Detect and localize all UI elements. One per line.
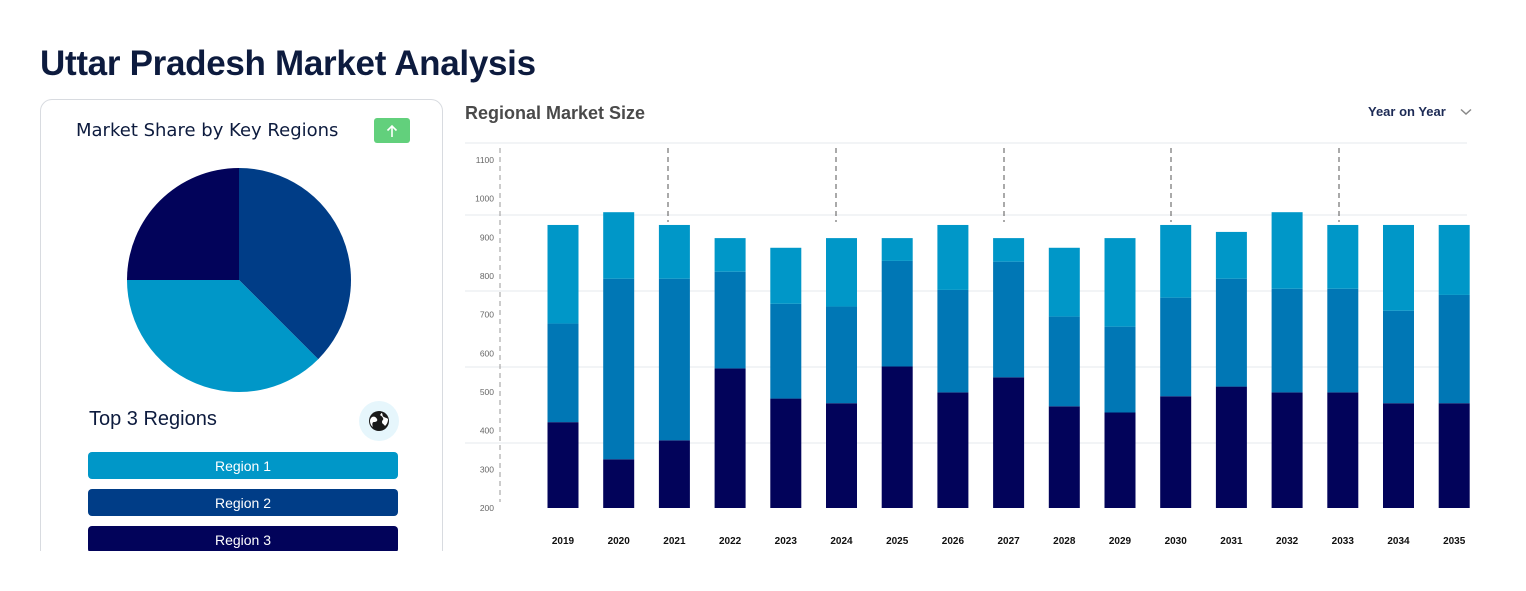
bar-region-1-2024	[826, 238, 857, 307]
bar-region-1-2030	[1160, 224, 1192, 298]
y-tick-label: 500	[480, 387, 494, 397]
chart-title: Regional Market Size	[465, 103, 646, 123]
x-tick-label: 2033	[1332, 536, 1355, 547]
bar-region-2-2030	[1160, 297, 1192, 397]
x-tick-label: 2035	[1443, 536, 1466, 547]
x-tick-label: 2026	[942, 536, 965, 547]
globe-icon	[369, 411, 389, 431]
bar-region-1-2022	[714, 238, 746, 272]
bar-region-3-2027	[993, 377, 1025, 508]
page: Uttar Pradesh Market Analysis Market Sha…	[40, 44, 1472, 551]
bar-region-3-2032	[1271, 392, 1303, 508]
bar-region-3-2035	[1438, 403, 1470, 508]
x-tick-label: 2020	[608, 536, 631, 547]
region-1-button[interactable]: Region 1	[88, 452, 398, 479]
y-tick-label: 400	[480, 426, 494, 436]
bar-region-2-2020	[603, 278, 635, 460]
bar-region-3-2033	[1327, 392, 1359, 508]
bar-region-2-2021	[658, 278, 690, 441]
bar-region-2-2028	[1048, 316, 1080, 407]
y-tick-label: 900	[480, 232, 494, 242]
y-tick-label: 800	[480, 271, 494, 281]
market-share-card: Market Share by Key Regions Top 3 Region…	[40, 99, 443, 551]
region-2-button[interactable]: Region 2	[88, 489, 398, 516]
x-tick-label: 2023	[775, 536, 798, 547]
bar-region-1-2025	[881, 238, 913, 261]
y-tick-label: 1100	[476, 155, 495, 165]
bar-region-3-2028	[1048, 406, 1080, 508]
bar-region-2-2022	[714, 271, 746, 369]
pie-slice-region-3	[127, 168, 239, 280]
pie-slice-region-1	[127, 280, 319, 392]
bar-region-2-2023	[770, 303, 802, 399]
bar-region-2-2027	[993, 261, 1025, 378]
bar-region-1-2021	[658, 224, 690, 279]
bar-region-1-2027	[993, 238, 1025, 262]
bar-region-1-2023	[770, 247, 802, 304]
y-tick-label: 300	[480, 464, 494, 474]
region-3-button[interactable]: Region 3	[88, 526, 398, 551]
bar-region-2-2034	[1383, 310, 1414, 404]
bar-region-2-2032	[1271, 288, 1303, 393]
bar-region-3-2025	[881, 366, 913, 508]
x-tick-label: 2025	[886, 536, 909, 547]
bar-region-1-2019	[547, 224, 579, 324]
x-tick-label: 2031	[1220, 536, 1243, 547]
bar-region-3-2029	[1104, 412, 1136, 508]
y-tick-label: 700	[480, 310, 494, 320]
period-value: Year on Year	[1368, 104, 1446, 119]
bar-region-3-2023	[770, 398, 802, 508]
bar-region-3-2020	[603, 459, 635, 508]
bar-region-3-2031	[1215, 386, 1247, 508]
bar-chart: 1100 1000 900 800 700 600 500 400 300 200 2019 2020…	[465, 142, 1470, 547]
x-tick-label: 2032	[1276, 536, 1299, 547]
bar-region-3-2026	[937, 392, 969, 508]
bar-region-2-2025	[881, 260, 913, 367]
bar-region-2-2029	[1104, 326, 1136, 413]
bar-region-2-2031	[1215, 278, 1247, 387]
pie-chart	[127, 168, 352, 392]
bar-region-1-2033	[1327, 224, 1359, 289]
arrow-up-icon	[386, 124, 398, 137]
bar-region-3-2024	[826, 403, 857, 508]
x-tick-label: 2021	[663, 536, 686, 547]
bar-region-1-2029	[1104, 238, 1136, 327]
y-tick-label: 200	[480, 503, 494, 513]
chevron-down-icon	[1460, 108, 1472, 115]
page-title: Uttar Pradesh Market Analysis	[40, 44, 536, 83]
bar-region-2-2024	[826, 306, 857, 404]
export-button[interactable]	[374, 118, 410, 143]
bar-region-2-2026	[937, 289, 969, 393]
y-tick-label: 600	[480, 348, 494, 358]
x-tick-label: 2029	[1109, 536, 1132, 547]
bar-region-3-2030	[1160, 396, 1192, 508]
y-tick-label: 1000	[475, 194, 494, 204]
bar-region-1-2020	[603, 212, 635, 279]
bar-region-1-2034	[1383, 224, 1414, 311]
bar-region-2-2033	[1327, 288, 1359, 393]
bar-region-1-2028	[1048, 247, 1080, 317]
bar-region-2-2019	[547, 323, 579, 423]
x-tick-label: 2028	[1053, 536, 1076, 547]
x-tick-label: 2034	[1387, 536, 1410, 547]
bar-region-3-2019	[547, 422, 579, 508]
bar-region-1-2035	[1438, 224, 1470, 295]
bar-region-2-2035	[1438, 294, 1470, 404]
x-tick-label: 2030	[1165, 536, 1188, 547]
bar-region-3-2022	[714, 368, 746, 508]
x-tick-label: 2019	[552, 536, 575, 547]
x-tick-label: 2024	[830, 536, 853, 547]
top-regions-title: Top 3 Regions	[89, 408, 217, 430]
card-title: Market Share by Key Regions	[76, 120, 339, 141]
x-tick-label: 2027	[997, 536, 1020, 547]
globe-button[interactable]	[359, 401, 399, 441]
bar-region-1-2031	[1215, 231, 1247, 279]
bar-region-1-2032	[1271, 212, 1303, 289]
period-dropdown[interactable]: Year on Year	[1368, 104, 1472, 119]
bar-region-1-2026	[937, 224, 969, 290]
bar-region-3-2034	[1383, 403, 1414, 508]
bar-region-3-2021	[658, 440, 690, 508]
pie-slice-region-2	[239, 168, 352, 360]
x-tick-label: 2022	[719, 536, 742, 547]
